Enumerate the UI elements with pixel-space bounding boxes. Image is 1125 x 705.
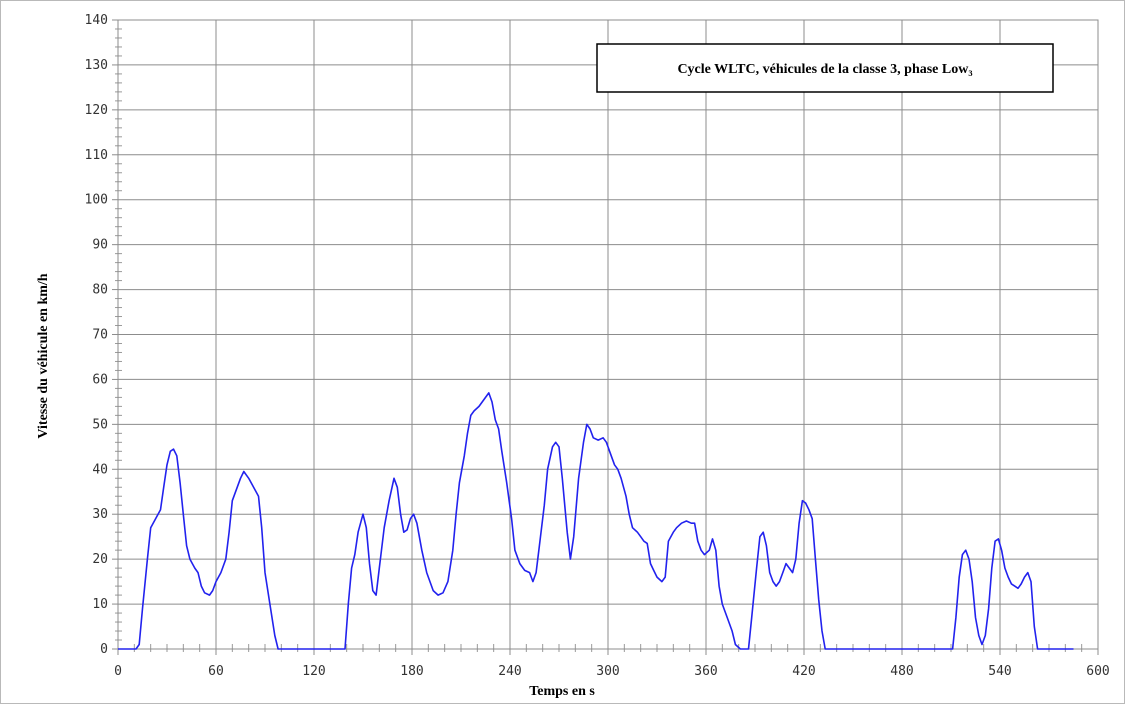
x-tick-label: 360 [694,664,717,679]
y-tick-label: 10 [92,597,108,612]
y-tick-label: 80 [92,283,108,298]
y-tick-label: 30 [92,507,108,522]
tick-labels: 0 10 20 30 40 50 60 70 80 90 100 110 120 130 140 0 60 120… [85,13,1110,679]
y-tick-label: 20 [92,552,108,567]
x-tick-label: 540 [988,664,1011,679]
x-tick-label: 60 [208,664,224,679]
y-tick-label: 140 [85,13,108,28]
y-tick-label: 100 [85,193,108,208]
x-tick-label: 120 [302,664,325,679]
y-tick-label: 130 [85,58,108,73]
y-tick-label: 50 [92,417,108,432]
y-axis-title: Vitesse du véhicule en km/h [36,273,51,438]
x-tick-label: 180 [400,664,423,679]
x-tick-label: 480 [890,664,913,679]
grid [117,19,1099,650]
y-tick-label: 60 [92,372,108,387]
y-tick-label: 70 [92,328,108,343]
y-tick-label: 110 [85,148,108,163]
plot-border [117,19,1099,650]
minor-ticks [115,28,1083,652]
x-tick-label: 240 [498,664,521,679]
y-tick-label: 120 [85,103,108,118]
y-tick-label: 40 [92,462,108,477]
x-axis-title: Temps en s [529,684,595,699]
x-tick-label: 600 [1086,664,1109,679]
x-tick-label: 300 [596,664,619,679]
axes [112,19,1099,655]
legend-box: Cycle WLTC, véhicules de la classe 3, ph… [596,43,1054,93]
x-tick-label: 0 [114,664,122,679]
speed-series-line [118,392,1074,650]
legend-text: Cycle WLTC, véhicules de la classe 3, ph… [677,62,972,77]
x-tick-label: 420 [792,664,815,679]
y-tick-label: 90 [92,238,108,253]
y-tick-label: 0 [100,642,108,657]
legend-border [596,43,1054,93]
series-group [118,392,1074,650]
